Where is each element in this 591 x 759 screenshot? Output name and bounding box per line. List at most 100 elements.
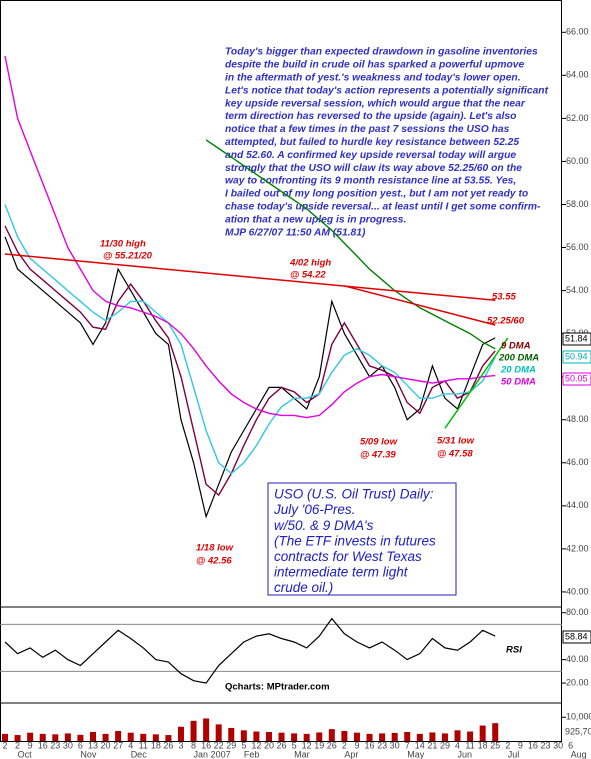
y-tick-label: 80.00 [566, 607, 589, 617]
volume-bar [140, 733, 147, 741]
y-tick-label: 48.00 [566, 414, 589, 424]
x-tick-label: 16 [365, 740, 375, 750]
y-tick-label: 44.00 [566, 500, 589, 510]
x-tick-label: 9 [518, 740, 523, 750]
title-box-text: USO (U.S. Oil Trust) Daily:July '06-Pres… [273, 487, 436, 596]
volume-bar [39, 733, 46, 741]
volume-bar [127, 732, 134, 741]
commentary-line: attempted, but failed to hurdle key resi… [225, 137, 519, 148]
ma-line [4, 225, 496, 497]
y-tick-label: 42.00 [566, 543, 589, 553]
title-line: crude oil.) [274, 580, 333, 595]
title-line: w/50. & 9 DMA's [274, 518, 374, 533]
volume-bar [190, 720, 197, 741]
commentary-line: and 52.60. A confirmed key upside revers… [225, 150, 516, 161]
y-tick-label: 66.00 [566, 27, 589, 37]
y-tick-label: 60.00 [566, 156, 589, 166]
title-line: (The ETF invests in futures [274, 533, 436, 548]
y-tick-label: 10,000 [566, 712, 591, 722]
month-label: Dec [131, 749, 148, 759]
volume-bar [429, 732, 436, 741]
volume-bar [341, 731, 348, 741]
annotation: @ 54.22 [290, 270, 326, 281]
volume-bar [253, 731, 260, 741]
y-tick-label: 54.00 [566, 285, 589, 295]
last-value-box [562, 350, 591, 364]
annotation: 53.55 [492, 292, 516, 303]
last-value-label: 58.84 [565, 631, 588, 641]
volume-bar [441, 733, 448, 741]
volume-bar [165, 735, 172, 741]
y-tick-label: 64.00 [566, 70, 589, 80]
rsi-line [4, 617, 496, 684]
annotation: 5/31 low [437, 436, 475, 447]
x-tick-label: 7 [405, 740, 410, 750]
volume-bar [404, 731, 411, 741]
commentary-line: strongly that the USO will claw its way … [225, 163, 522, 174]
x-tick-label: 22 [214, 740, 224, 750]
volume-bar [316, 732, 323, 741]
x-tick-label: 23 [541, 740, 551, 750]
y-tick-label: 40.00 [566, 654, 589, 664]
x-tick-label: 23 [50, 740, 60, 750]
x-tick-label: 19 [314, 740, 324, 750]
month-label: Oct [18, 749, 33, 759]
x-tick-label: 5 [241, 740, 246, 750]
x-tick-label: 5 [292, 740, 297, 750]
volume-bar [152, 734, 159, 741]
volume-bar [203, 718, 210, 741]
plot-frame [0, 0, 562, 742]
annotation: 200 DMA [498, 353, 539, 364]
commentary-line: Let's notice that today's action represe… [225, 85, 549, 96]
volume-bar [77, 734, 84, 741]
volume-bar [328, 729, 335, 741]
y-tick-label: 58.00 [566, 199, 589, 209]
x-tick-label: 21 [427, 740, 437, 750]
x-tick-label: 23 [377, 740, 387, 750]
x-tick-label: 9 [28, 740, 33, 750]
volume-bar [416, 733, 423, 741]
x-tick-label: 2 [15, 740, 20, 750]
x-tick-label: 2 [342, 740, 347, 750]
x-tick-label: 29 [440, 740, 450, 750]
volume-bar [353, 732, 360, 741]
annotation: 9 DMA [501, 341, 531, 352]
commentary-line: MJP 6/27/07 11:50 AM (51.81) [225, 227, 366, 238]
commentary-line: Today's bigger than expected drawdown in… [225, 47, 538, 58]
volume-bar [2, 733, 8, 741]
x-tick-label: 12 [251, 740, 261, 750]
volume-bar [492, 723, 499, 741]
rsi-label: RSI [506, 645, 522, 656]
commentary-line: I bailed out of my long position yest., … [225, 189, 528, 200]
last-value-label: 51.84 [565, 333, 588, 343]
volume-bar [379, 733, 386, 741]
last-value-label: 925,70 [565, 726, 591, 736]
volume-bar [303, 733, 310, 741]
x-tick-label: 14 [415, 740, 425, 750]
volume-bar [215, 724, 222, 741]
volume-bar [391, 732, 398, 741]
x-tick-label: 4 [455, 740, 460, 750]
x-tick-label: 16 [201, 740, 211, 750]
x-tick-label: 26 [277, 740, 287, 750]
title-box [267, 482, 457, 596]
annotation: 1/18 low [196, 543, 234, 554]
ma-line [4, 55, 496, 419]
last-value-label: 50.05 [565, 373, 588, 383]
commentary-line: notice that a few times in the past 7 se… [225, 124, 510, 135]
x-tick-label: 11 [139, 740, 148, 750]
x-tick-label: 8 [191, 740, 196, 750]
volume-bar [177, 726, 184, 741]
annotation: 4/02 high [289, 258, 331, 269]
commentary-line: despite the build in crude oil has spark… [225, 60, 525, 71]
volume-bar [64, 733, 71, 741]
volume-bar [228, 727, 235, 741]
x-tick-label: 16 [528, 740, 538, 750]
marks [0, 55, 562, 741]
y-tick-label: 40.00 [566, 586, 589, 596]
commentary-line: ation that a new upleg is in progress. [225, 214, 406, 225]
annotation: 52.25/60 [487, 316, 525, 327]
month-label: Mar [294, 749, 310, 759]
x-tick-label: 9 [354, 740, 359, 750]
